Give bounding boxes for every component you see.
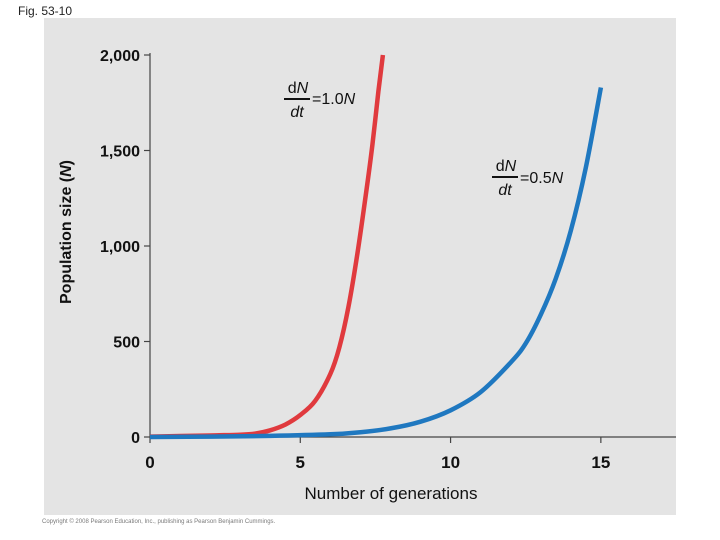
blue-eq-d: d (496, 158, 505, 175)
chart-panel: 0 500 1,000 1,500 2,000 0 5 10 15 Population siz… (44, 18, 676, 515)
blue-eq-rhs: =0.5N (520, 170, 564, 187)
blue-eq-N-rhs: N (552, 170, 564, 187)
red-eq-N: N (297, 80, 309, 97)
red-eq-N-rhs: N (344, 91, 356, 108)
x-tick-label: 10 (441, 453, 460, 472)
axes: 0 500 1,000 1,500 2,000 0 5 10 15 (100, 48, 676, 472)
curves (149, 54, 604, 440)
y-axis-label-close: ) (58, 160, 75, 165)
blue-growth-curve (149, 87, 604, 440)
y-tick-label: 1,000 (100, 239, 140, 256)
y-tick-label: 2,000 (100, 48, 140, 65)
blue-curve-equation: dN dt =0.5N (492, 158, 564, 199)
x-axis-label: Number of generations (305, 484, 478, 503)
y-tick-label: 1,500 (100, 144, 140, 161)
y-tick-label: 0 (131, 430, 140, 447)
red-eq-denominator: dt (290, 104, 304, 121)
y-axis-label: Population size (N) (58, 160, 75, 304)
red-eq-coef: =1.0 (312, 91, 344, 108)
x-tick-label: 0 (145, 453, 154, 472)
blue-eq-denominator: dt (498, 182, 512, 199)
red-eq-rhs: =1.0N (312, 91, 356, 108)
red-eq-d: d (288, 80, 297, 97)
y-axis-label-main: Population size ( (58, 176, 75, 304)
figure-label: Fig. 53-10 (18, 4, 73, 18)
blue-eq-numerator: dN (496, 158, 517, 175)
y-tick-label: 500 (113, 335, 140, 352)
x-tick-label: 15 (591, 453, 610, 472)
x-tick-label: 5 (296, 453, 305, 472)
copyright-notice: Copyright © 2008 Pearson Education, Inc.… (42, 519, 276, 525)
red-eq-numerator: dN (288, 80, 309, 97)
red-curve-equation: dN dt =1.0N (284, 80, 356, 121)
y-axis-label-symbol: N (58, 165, 75, 177)
blue-eq-coef: =0.5 (520, 170, 552, 187)
blue-eq-N: N (505, 158, 517, 175)
